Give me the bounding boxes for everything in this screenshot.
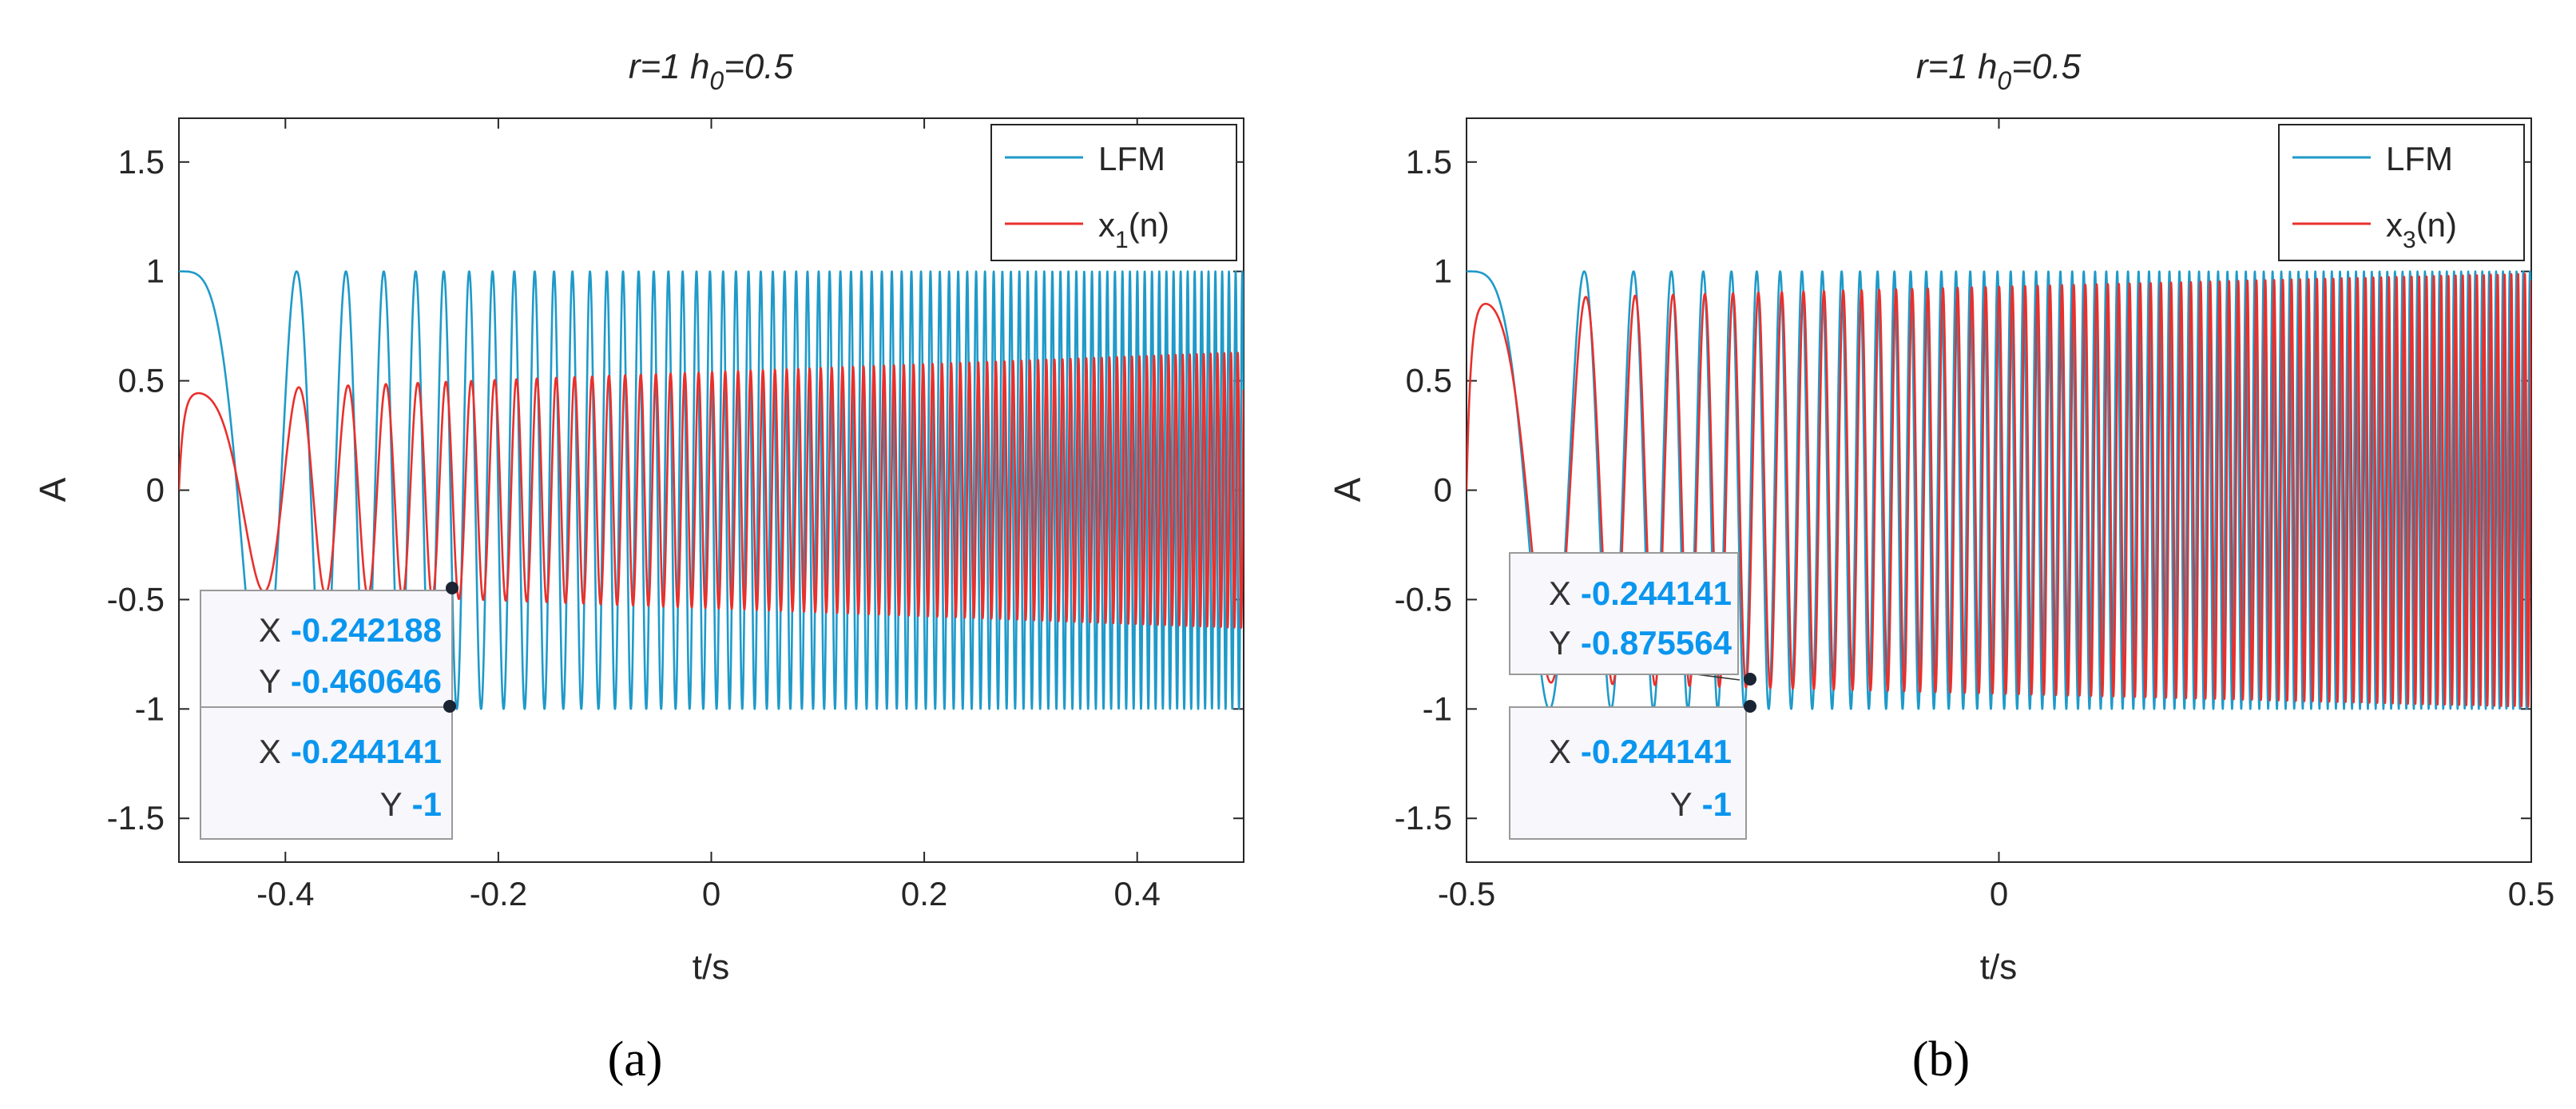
y-tick-label: 1.5 [118,143,165,181]
y-tick-label: -1 [1423,690,1452,727]
y-tick-label: 0 [146,471,165,509]
datatip-marker [1744,673,1756,686]
y-tick-label: 0.5 [118,362,165,399]
datatip-box [200,706,453,840]
x-tick-label: 0.5 [2508,875,2554,912]
x-tick-label: 0.4 [1114,875,1161,912]
x-axis-label: t/s [1980,948,2017,987]
x-tick-label: 0.2 [901,875,947,912]
x-tick-label: -0.4 [256,875,314,912]
x-tick-label: 0 [1990,875,2008,912]
datatip-marker [446,582,458,594]
datatip-y-row: Y -0.875564 [1549,624,1733,662]
datatip-x-row: X -0.242188 [259,611,442,649]
datatip-2[interactable]: X -0.244141 Y -1 [1509,700,1756,840]
datatips: X -0.242188 Y -0.460646 X -0.244141 Y -1 [200,582,458,840]
y-axis-label: A [1327,477,1368,502]
y-tick-label: 1 [1434,252,1452,290]
legend-label-x3: x3(n) [2386,206,2457,253]
datatip-1[interactable]: X -0.244141 Y -0.875564 [1509,552,1756,686]
datatip-box [200,590,453,713]
panel-caption: (a) [608,1032,663,1087]
legend-label-x1: x1(n) [1098,206,1169,253]
datatip-marker [443,700,456,713]
datatip-x-row: X -0.244141 [1549,574,1732,612]
panel-caption: (b) [1912,1032,1970,1087]
y-tick-label: -1 [135,690,165,727]
datatip-x-row: X -0.244141 [259,733,442,770]
x-tick-label: 0 [702,875,720,912]
axis-ticks: -0.5 0 0.5 1.5 1 0.5 0 -0.5 -1 -1.5 [1395,118,2554,912]
axis-ticks: -0.4 -0.2 0 0.2 0.4 1.5 1 0.5 0 -0.5 -1 -1.5 [107,118,1244,912]
panel-a: r=1 h0=0.5 t/s A -0.4 -0.2 0 0.2 0.4 1.5 1 0.5 0… [32,47,1244,1087]
legend: LFM x3(n) [2278,124,2525,261]
series-line-x3-n- [1467,272,2531,708]
y-axis-label: A [32,477,73,502]
y-tick-label: -0.5 [107,580,165,618]
y-tick-label: 1.5 [1406,143,1452,181]
y-tick-label: 0 [1434,471,1452,509]
y-tick-label: -1.5 [1395,799,1452,837]
datatip-1[interactable]: X -0.242188 Y -0.460646 [200,582,458,713]
y-tick-label: 0.5 [1406,362,1452,399]
datatip-y-row: Y -0.460646 [259,662,442,700]
panel-b: r=1 h0=0.5 t/s A -0.5 0 0.51.510.50-0.5-1-… [1327,47,2554,1087]
datatip-y-row: Y -1 [380,785,442,823]
y-tick-label: -0.5 [1395,580,1452,618]
legend-label-lfm: LFM [2386,140,2453,177]
chart-title: r=1 h0=0.5 [1916,47,2082,95]
legend-box [2278,124,2525,261]
series-line-x1-n- [179,352,1244,629]
datatip-y-row: Y -1 [1670,785,1732,823]
x-tick-label: -0.5 [1438,875,1495,912]
datatip-x-row: X -0.244141 [1549,733,1732,770]
legend: LFM x1(n) [990,124,1237,261]
y-tick-label: -1.5 [107,799,165,837]
legend-label-lfm: LFM [1098,140,1165,177]
datatips: X -0.244141 Y -0.875564 X -0.244141 Y -1 [1509,552,1756,840]
datatip-box [1509,706,1747,840]
datatip-marker [1744,700,1756,713]
x-tick-label: -0.2 [470,875,527,912]
curves [1467,270,2531,710]
datatip-2[interactable]: X -0.244141 Y -1 [200,700,456,840]
curves [179,270,1244,710]
y-tick-label: 1 [146,252,165,290]
chart-title: r=1 h0=0.5 [629,47,794,95]
x-axis-label: t/s [693,948,729,987]
legend-box [990,124,1237,261]
datatip-box [1509,552,1739,675]
series-line-lfm [179,270,1244,710]
